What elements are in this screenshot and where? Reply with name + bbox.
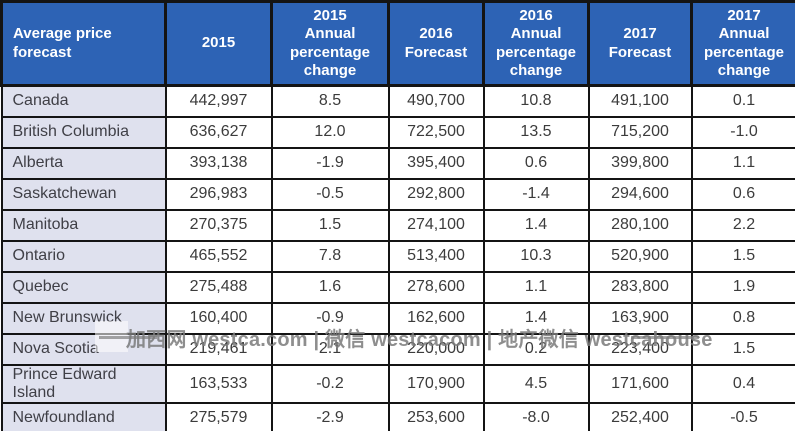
column-header-2017-change: 2017 Annual percentage change <box>690 0 795 88</box>
value-cell: 395,400 <box>387 146 485 180</box>
region-label: New Brunswick <box>0 301 167 335</box>
column-header-2015: 2015 <box>164 0 273 88</box>
table-row: Canada 442,997 8.5 490,700 10.8 491,100 … <box>0 84 795 118</box>
value-cell: 1.4 <box>482 301 590 335</box>
value-cell: 13.5 <box>482 115 590 149</box>
table-row: Alberta 393,138 -1.9 395,400 0.6 399,800… <box>0 146 795 180</box>
table-row: Prince Edward Island 163,533 -0.2 170,90… <box>0 363 795 404</box>
value-cell: 219,461 <box>164 332 273 366</box>
value-cell: 252,400 <box>587 401 693 431</box>
value-cell: 170,900 <box>387 363 485 404</box>
value-cell: 490,700 <box>387 84 485 118</box>
value-cell: -8.0 <box>482 401 590 431</box>
region-label: British Columbia <box>0 115 167 149</box>
value-cell: 163,900 <box>587 301 693 335</box>
value-cell: 1.6 <box>270 270 390 304</box>
table-row: Ontario 465,552 7.8 513,400 10.3 520,900… <box>0 239 795 273</box>
value-cell: 1.5 <box>690 332 795 366</box>
value-cell: 1.5 <box>270 208 390 242</box>
value-cell: -1.0 <box>690 115 795 149</box>
value-cell: 0.6 <box>690 177 795 211</box>
value-cell: 294,600 <box>587 177 693 211</box>
value-cell: -0.2 <box>270 363 390 404</box>
table-row: Manitoba 270,375 1.5 274,100 1.4 280,100… <box>0 208 795 242</box>
value-cell: 513,400 <box>387 239 485 273</box>
value-cell: 10.3 <box>482 239 590 273</box>
region-label: Prince Edward Island <box>0 363 167 404</box>
value-cell: 0.1 <box>690 84 795 118</box>
value-cell: 283,800 <box>587 270 693 304</box>
value-cell: 292,800 <box>387 177 485 211</box>
table-row: New Brunswick 160,400 -0.9 162,600 1.4 1… <box>0 301 795 335</box>
region-label: Alberta <box>0 146 167 180</box>
value-cell: 270,375 <box>164 208 273 242</box>
column-header-region: Average price forecast <box>0 0 167 88</box>
value-cell: 2.2 <box>690 208 795 242</box>
value-cell: 636,627 <box>164 115 273 149</box>
value-cell: 715,200 <box>587 115 693 149</box>
value-cell: 0.8 <box>690 301 795 335</box>
value-cell: 520,900 <box>587 239 693 273</box>
value-cell: -0.5 <box>270 177 390 211</box>
value-cell: -1.9 <box>270 146 390 180</box>
table-row: Nova Scotia 219,461 2.1 220,000 0.2 223,… <box>0 332 795 366</box>
value-cell: 1.9 <box>690 270 795 304</box>
value-cell: 275,488 <box>164 270 273 304</box>
value-cell: 4.5 <box>482 363 590 404</box>
column-header-2017-forecast: 2017 Forecast <box>587 0 693 88</box>
value-cell: 275,579 <box>164 401 273 431</box>
value-cell: -0.9 <box>270 301 390 335</box>
value-cell: 399,800 <box>587 146 693 180</box>
value-cell: 7.8 <box>270 239 390 273</box>
value-cell: 296,983 <box>164 177 273 211</box>
value-cell: 491,100 <box>587 84 693 118</box>
value-cell: 1.1 <box>482 270 590 304</box>
value-cell: 465,552 <box>164 239 273 273</box>
value-cell: 160,400 <box>164 301 273 335</box>
region-label: Manitoba <box>0 208 167 242</box>
value-cell: 10.8 <box>482 84 590 118</box>
column-header-2016-forecast: 2016 Forecast <box>387 0 485 88</box>
header-row: Average price forecast 2015 2015 Annual … <box>0 0 795 88</box>
value-cell: -1.4 <box>482 177 590 211</box>
value-cell: 8.5 <box>270 84 390 118</box>
value-cell: 0.2 <box>482 332 590 366</box>
value-cell: -0.5 <box>690 401 795 431</box>
region-label: Ontario <box>0 239 167 273</box>
value-cell: 1.4 <box>482 208 590 242</box>
region-label: Nova Scotia <box>0 332 167 366</box>
value-cell: 253,600 <box>387 401 485 431</box>
column-header-2016-change: 2016 Annual percentage change <box>482 0 590 88</box>
value-cell: 0.6 <box>482 146 590 180</box>
value-cell: 171,600 <box>587 363 693 404</box>
value-cell: 274,100 <box>387 208 485 242</box>
table-row: Saskatchewan 296,983 -0.5 292,800 -1.4 2… <box>0 177 795 211</box>
value-cell: 223,400 <box>587 332 693 366</box>
table-row: British Columbia 636,627 12.0 722,500 13… <box>0 115 795 149</box>
value-cell: 2.1 <box>270 332 390 366</box>
value-cell: 1.5 <box>690 239 795 273</box>
value-cell: 280,100 <box>587 208 693 242</box>
table-row: Quebec 275,488 1.6 278,600 1.1 283,800 1… <box>0 270 795 304</box>
region-label: Quebec <box>0 270 167 304</box>
table-row: Newfoundland 275,579 -2.9 253,600 -8.0 2… <box>0 401 795 431</box>
region-label: Newfoundland <box>0 401 167 431</box>
value-cell: 12.0 <box>270 115 390 149</box>
value-cell: 442,997 <box>164 84 273 118</box>
value-cell: 162,600 <box>387 301 485 335</box>
value-cell: 722,500 <box>387 115 485 149</box>
value-cell: 163,533 <box>164 363 273 404</box>
value-cell: 0.4 <box>690 363 795 404</box>
value-cell: -2.9 <box>270 401 390 431</box>
region-label: Canada <box>0 84 167 118</box>
value-cell: 393,138 <box>164 146 273 180</box>
region-label: Saskatchewan <box>0 177 167 211</box>
value-cell: 1.1 <box>690 146 795 180</box>
column-header-2015-change: 2015 Annual percentage change <box>270 0 390 88</box>
value-cell: 220,000 <box>387 332 485 366</box>
value-cell: 278,600 <box>387 270 485 304</box>
